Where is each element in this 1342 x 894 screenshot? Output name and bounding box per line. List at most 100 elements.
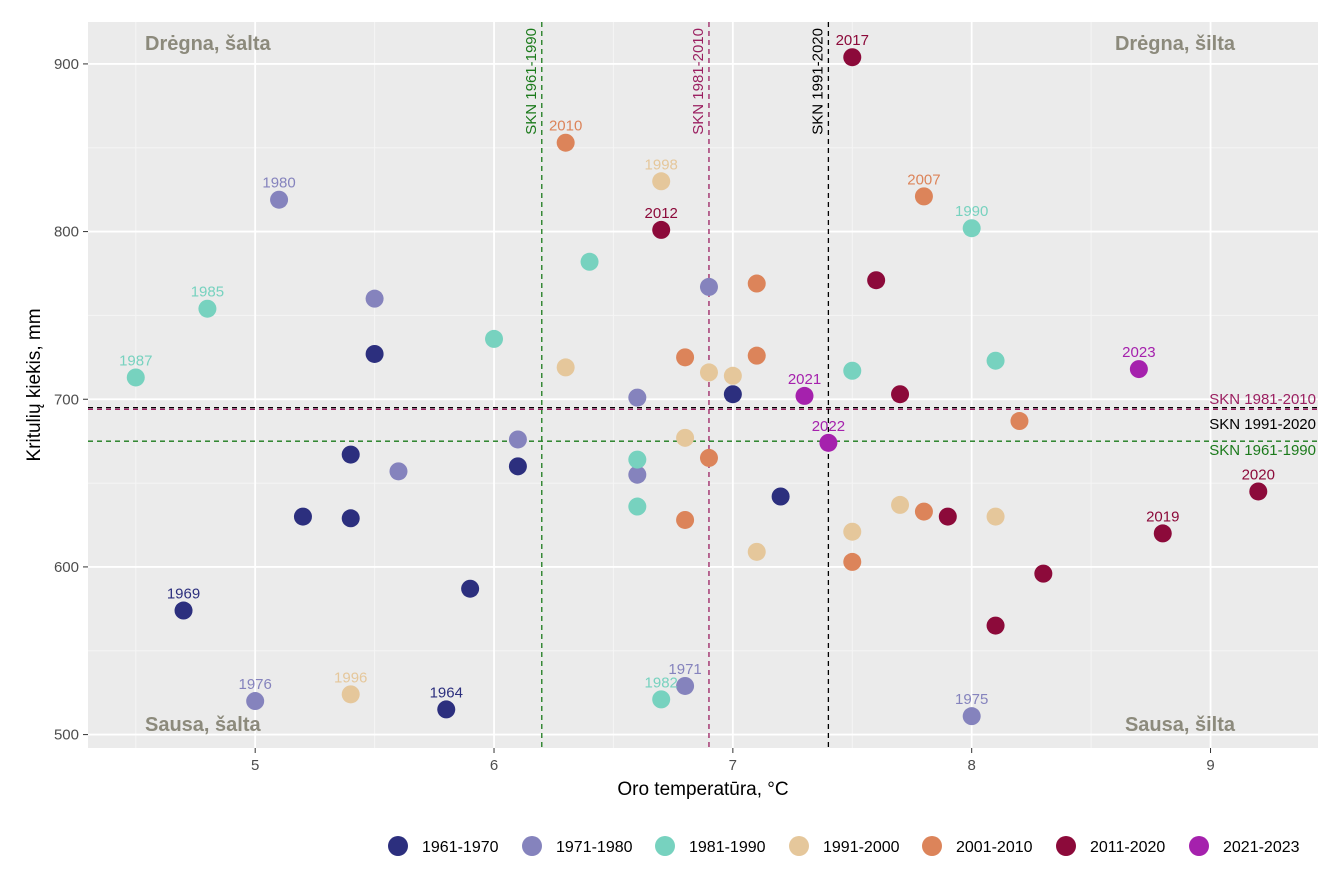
quadrant-label-top-left: Drėgna, šalta [145,33,271,55]
data-point [676,348,695,367]
data-point [1034,564,1053,583]
data-point [341,685,360,704]
data-point [747,542,766,561]
data-point-label: 2012 [645,205,678,222]
data-point [1249,482,1268,501]
data-point [843,522,862,541]
data-point [1010,412,1029,431]
data-point [246,692,265,711]
quadrant-label-bottom-left: Sausa, šalta [145,714,262,736]
legend-key [388,836,408,856]
data-point-label: 2020 [1242,466,1275,483]
legend-key [922,836,942,856]
data-point [723,385,742,404]
data-point-label: 2021 [788,371,821,388]
data-point [819,433,838,452]
data-point [914,187,933,206]
data-point-label: 1996 [334,669,367,686]
legend-label: 2011-2020 [1090,839,1165,856]
legend-label: 1971-1980 [556,839,633,856]
data-point [843,361,862,380]
data-point [699,277,718,296]
data-point [914,502,933,521]
data-point [676,676,695,695]
data-point [628,388,647,407]
quadrant-labels: Drėgna, šalta Drėgna, šilta Sausa, šalta… [145,33,1236,736]
data-point-label: 1985 [191,284,224,301]
data-point [628,450,647,469]
data-point [341,445,360,464]
data-point-label: 2022 [812,418,845,435]
data-point [389,462,408,481]
data-point-label: 1987 [119,352,152,369]
data-point [676,428,695,447]
x-axis-title: Oro temperatūra, °C [617,779,788,800]
data-point [556,358,575,377]
axis-ticks: 5 6 7 8 9 500 600 700 800 900 [54,56,1215,774]
data-point [508,430,527,449]
data-point-label: 1982 [645,674,678,691]
data-point [365,344,384,363]
data-point [747,274,766,293]
reference-label-vertical: SKN 1991-2020 [809,28,826,135]
data-point [580,252,599,271]
data-point [986,616,1005,635]
data-point [652,690,671,709]
legend-key [655,836,675,856]
data-point [556,133,575,152]
data-point [628,497,647,516]
data-point [867,271,886,290]
legend: 1961-1970 1971-1980 1981-1990 1991-2000 2001… [388,836,1300,856]
data-point [699,448,718,467]
data-point [198,299,217,318]
data-point-label: 2007 [907,171,940,188]
legend-key [522,836,542,856]
data-point [771,487,790,506]
data-point-label: 2019 [1146,508,1179,525]
x-tick-label: 9 [1206,757,1214,774]
legend-key [789,836,809,856]
data-point [843,552,862,571]
data-point-label: 1971 [668,661,701,678]
y-tick-label: 900 [54,56,79,73]
data-point-label: 1980 [262,175,295,192]
x-tick-label: 8 [968,757,976,774]
quadrant-label-top-right: Drėgna, šilta [1115,33,1236,55]
y-tick-label: 800 [54,224,79,241]
grid [88,22,1318,748]
data-point [461,579,480,598]
data-point [341,509,360,528]
data-point [652,220,671,239]
data-point [962,707,981,726]
data-point [1153,524,1172,543]
data-points: 1969 1964 1976 1980 1971 1975 1987 1985 1982 1990… [119,32,1275,726]
data-point-label: 1976 [238,676,271,693]
data-point [986,507,1005,526]
data-point-label: 1969 [167,586,200,603]
data-point [676,510,695,529]
reference-lines: SKN 1961-1990 SKN 1961-1990 SKN 1981-2010 S… [88,22,1318,748]
data-point [652,172,671,191]
y-tick-label: 600 [54,559,79,576]
legend-label: 2001-2010 [956,839,1033,856]
data-point [1129,360,1148,379]
data-point [365,289,384,308]
legend-label: 1981-1990 [689,839,766,856]
data-point [126,368,145,387]
legend-key [1056,836,1076,856]
quadrant-label-bottom-right: Sausa, šilta [1125,714,1236,736]
x-tick-label: 7 [729,757,737,774]
data-point [485,329,504,348]
data-point-label: 2023 [1122,344,1155,361]
legend-label: 2021-2023 [1223,839,1300,856]
x-tick-label: 5 [251,757,259,774]
data-point [699,363,718,382]
data-point [962,219,981,238]
reference-label-vertical: SKN 1961-1990 [523,28,540,135]
data-point-label: 1975 [955,691,988,708]
data-point [270,190,289,209]
y-tick-label: 500 [54,727,79,744]
data-point [628,465,647,484]
data-point [891,385,910,404]
